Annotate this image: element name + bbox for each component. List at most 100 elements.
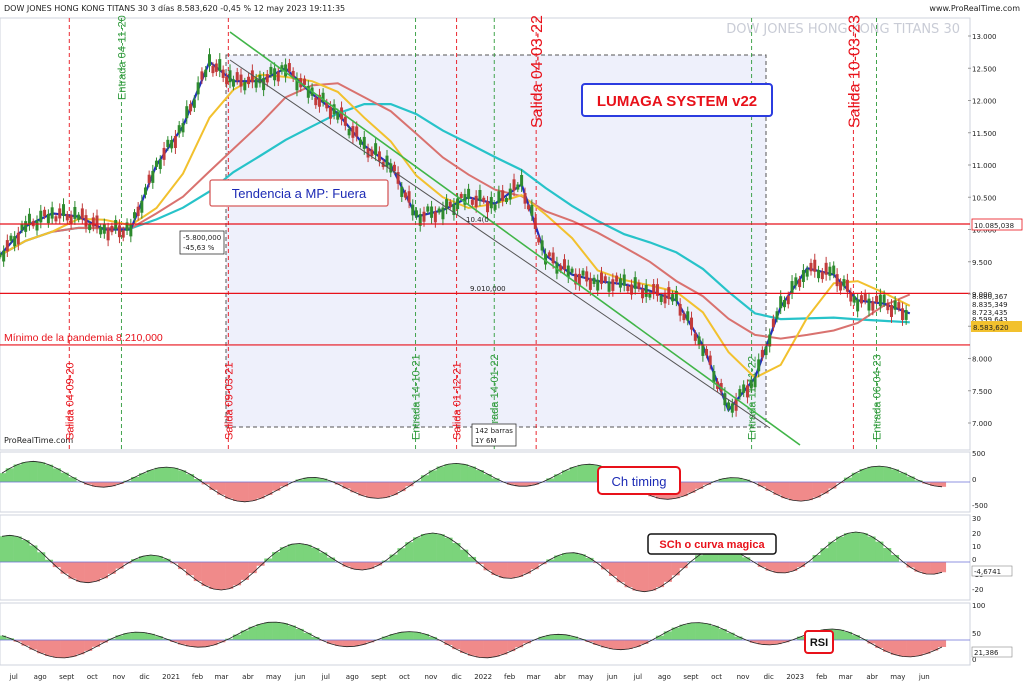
time-tick-label: jun [606,673,618,681]
signal-label: Entrada 06-04-23 [871,354,883,440]
candle-body [817,269,821,279]
candle-body [106,228,110,241]
rsi-osc-line[interactable] [1,621,943,659]
candle-body [577,273,581,286]
candle-body [749,380,753,389]
sch-osc-line[interactable] [1,531,943,593]
candle-body [463,194,467,205]
time-tick-label: sept [371,673,386,681]
candle-body [235,72,239,81]
signal-label: Entrada 14-10-21 [411,354,423,440]
candle-body [452,203,456,216]
candle-body [46,213,50,224]
candle-body [287,63,291,72]
candle-body [682,313,686,321]
candle-body [886,302,890,311]
sch-value: -4,6741 [974,568,1001,576]
candle-body [16,232,20,245]
time-tick-label: jun [294,673,306,681]
panel-tick-label: 500 [972,450,985,458]
candle-body [753,377,757,388]
candle-body [132,212,136,219]
signal-label: Salida 09-03-21 [223,362,235,440]
time-tick-label: ago [34,673,47,681]
signal-label: Entrada 04-11-20 [116,15,128,100]
candle-body [705,349,709,356]
ma-cyan-line[interactable] [0,103,910,324]
price-tick-label: 7.500 [972,388,992,396]
candle-body [501,190,505,201]
candle-body [820,271,824,280]
candle-body [537,237,541,243]
candle-body [626,285,630,292]
signal-label: Salida 10-03-23 [846,15,863,128]
candle-body [585,271,589,282]
candle-body [875,295,879,303]
candle-body [306,86,310,98]
candle-body [73,206,77,219]
candle-body [20,223,24,231]
time-tick-label: feb [504,673,516,681]
candle-body [54,216,58,222]
price-tick-label: 10.500 [972,194,997,202]
candle-body [863,293,867,301]
candle-body [547,252,551,257]
candle-body [437,208,441,213]
candle-body [878,294,882,307]
time-tick-label: may [890,673,905,681]
candle-body [250,70,254,83]
candle-body [730,403,734,413]
candle-body [317,94,321,107]
site-left: ProRealTime.com [4,436,73,445]
last-price-label: 8.583,620 [973,324,1009,332]
candle-body [607,281,611,292]
panel-tick-label: 20 [972,530,981,538]
candle-body [445,199,449,210]
candle-body [824,262,828,275]
candle-body [239,74,243,87]
candle-body [633,277,637,289]
header-site[interactable]: www.ProRealTime.com [929,4,1020,13]
time-tick-label: dic [139,673,149,681]
candle-body [426,206,430,212]
candle-body [84,215,88,227]
candle-body [559,265,563,271]
time-tick-label: abr [866,673,878,681]
candle-body [782,299,786,308]
candle-body [742,384,746,393]
candle-body [596,279,600,291]
candle-body [269,66,273,75]
candle-body [570,268,574,273]
channel-line-gray[interactable] [229,59,771,429]
candle-body [790,281,794,294]
trend-text: Tendencia a MP: Fuera [232,186,367,201]
candle-body [43,209,47,217]
ma-red-line[interactable] [0,82,911,340]
time-tick-label: abr [554,673,566,681]
time-tick-label: abr [242,673,254,681]
level-10085-label: 10.085,038 [974,222,1014,230]
candle-body [904,309,908,320]
candle-body [147,174,151,184]
bars-line2: 1Y 6M [475,437,496,445]
candle-body [581,270,585,276]
candle-body [852,296,856,303]
candle-body [805,269,809,277]
candle-body [314,97,318,106]
candle-body [562,259,566,270]
time-tick-label: nov [425,673,438,681]
channel-line-green[interactable] [229,31,801,446]
candle-body [652,284,656,295]
candle-body [530,204,534,216]
time-tick-label: nov [737,673,750,681]
candle-body [121,230,125,238]
candle-body [396,172,400,184]
candle-body [291,70,295,79]
candle-body [143,187,147,195]
panel-tick-label: 0 [972,656,976,664]
candle-body [58,208,62,219]
candle-body [489,197,493,209]
candle-body [832,265,836,274]
timing-osc-line[interactable] [1,460,943,503]
